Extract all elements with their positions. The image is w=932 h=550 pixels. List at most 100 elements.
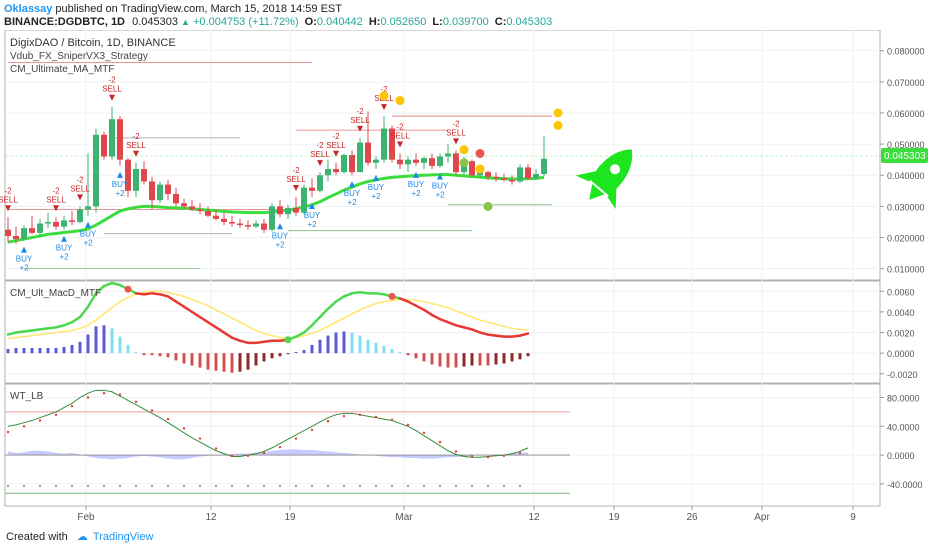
oversold-dot [391, 485, 393, 488]
bear-candle [149, 181, 155, 201]
macd-tick-label: 0.0000 [887, 349, 915, 359]
signal-dots [379, 91, 563, 211]
sell-arrow-icon [77, 194, 83, 201]
macd-bar-positive [14, 347, 18, 354]
macd-bar-negative [494, 353, 498, 365]
macd-bar-negative [222, 353, 226, 372]
bear-candle [213, 215, 219, 219]
buy-label: BUY [344, 189, 361, 198]
macd-bar-positive [94, 326, 98, 354]
macd-bar-positive [350, 332, 354, 354]
signal-dot [475, 148, 485, 158]
buy-count-label: +2 [275, 240, 285, 249]
macd-line-segment [406, 300, 418, 307]
macd-pane[interactable] [4, 280, 881, 384]
macd-bar-negative [158, 353, 162, 357]
macd-line-segment [54, 324, 66, 329]
oversold-dot [407, 485, 409, 488]
buy-arrow-icon [21, 246, 27, 253]
bear-candle [397, 159, 403, 165]
wt2-dot [38, 419, 42, 422]
tradingview-link[interactable]: TradingView [92, 531, 154, 543]
main-pane[interactable] [4, 30, 881, 281]
bull-candle [37, 223, 43, 233]
chart-area[interactable]: 0.010000 0.020000 0.030000 0.040000 0.050000… [0, 30, 932, 550]
author-name[interactable]: Oklassay [4, 3, 53, 15]
sell-count-label: -2 [452, 119, 460, 128]
oversold-dot [151, 485, 153, 488]
wt-pane[interactable] [4, 383, 881, 507]
macd-tick-label: 0.0060 [887, 287, 915, 297]
macd-line-segment [470, 328, 482, 334]
buy-label: BUY [304, 211, 321, 220]
buy-label: BUY [56, 244, 73, 253]
macd-line-segment [94, 284, 106, 295]
wt2-dot [166, 417, 170, 421]
bear-candle [101, 134, 107, 157]
wt-title: WT_LB [10, 391, 44, 402]
macd-cross-dot [124, 285, 132, 293]
oversold-dot [135, 485, 137, 488]
wt2-dot [70, 404, 74, 408]
sell-count-label: -2 [380, 85, 388, 94]
candles [5, 106, 547, 244]
wt2-dot [310, 428, 314, 432]
macd-line-segment [190, 310, 202, 319]
oversold-dot [199, 485, 201, 488]
sell-arrow-icon [293, 185, 299, 192]
macd-line-segment [422, 308, 434, 317]
wt1-line [7, 389, 529, 458]
macd-bar-negative [206, 353, 210, 370]
bull-candle [373, 159, 379, 163]
tradingview-logo-icon: ☁ [76, 531, 88, 543]
bear-candle [501, 178, 507, 180]
buy-count-label: +2 [115, 189, 125, 198]
macd-line-segment [454, 324, 466, 329]
oversold-dot [487, 485, 489, 488]
wt2-dot [294, 437, 298, 440]
macd-line-segment [342, 292, 354, 298]
price-tick-label: 0.010000 [887, 265, 925, 275]
price-tick-label: 0.030000 [887, 202, 925, 212]
indicator-vdub: Vdub_FX_SniperVX3_Strategy [10, 51, 148, 62]
sell-count-label: -2 [356, 107, 364, 116]
signal-dot [459, 158, 469, 168]
price-badge-text: 0.045303 [884, 151, 926, 162]
macd-line-segment [326, 300, 338, 311]
macd-line-segment [22, 329, 34, 333]
price-badge [881, 148, 928, 163]
macd-bar-positive [62, 346, 66, 354]
bear-candle [389, 128, 395, 160]
bear-candle [205, 211, 211, 216]
macd-bar-positive [110, 328, 114, 354]
macd-histogram [6, 325, 530, 373]
bull-candle [269, 206, 275, 230]
buy-arrow-icon [117, 171, 123, 178]
bear-candle [237, 223, 243, 226]
bull-candle [45, 221, 51, 224]
macd-bar-positive [102, 325, 106, 354]
macd-line-segment [398, 297, 410, 303]
macd-bar-positive [54, 347, 58, 354]
bear-candle [245, 225, 251, 227]
bear-candle [333, 169, 339, 173]
bull-candle [133, 169, 139, 191]
wt2-dot [374, 415, 378, 419]
sell-count-label: -2 [4, 186, 12, 195]
macd-tick-label: -0.0020 [887, 370, 918, 380]
price-tick-label: 0.080000 [887, 47, 925, 57]
bear-candle [69, 220, 75, 222]
wt-tick-label: -40.0000 [887, 480, 923, 490]
oversold-dot [231, 485, 233, 488]
oversold-dot [503, 485, 505, 488]
bear-candle [309, 187, 315, 191]
bull-candle [445, 153, 451, 157]
oversold-dot [71, 485, 73, 488]
oversold-dot [119, 485, 121, 488]
sell-arrow-icon [109, 94, 115, 101]
open-label: O: [304, 16, 317, 28]
macd-line-segment [414, 304, 426, 312]
macd-line-segment [46, 326, 58, 330]
signal-dot [483, 201, 493, 211]
bull-candle [533, 173, 539, 179]
